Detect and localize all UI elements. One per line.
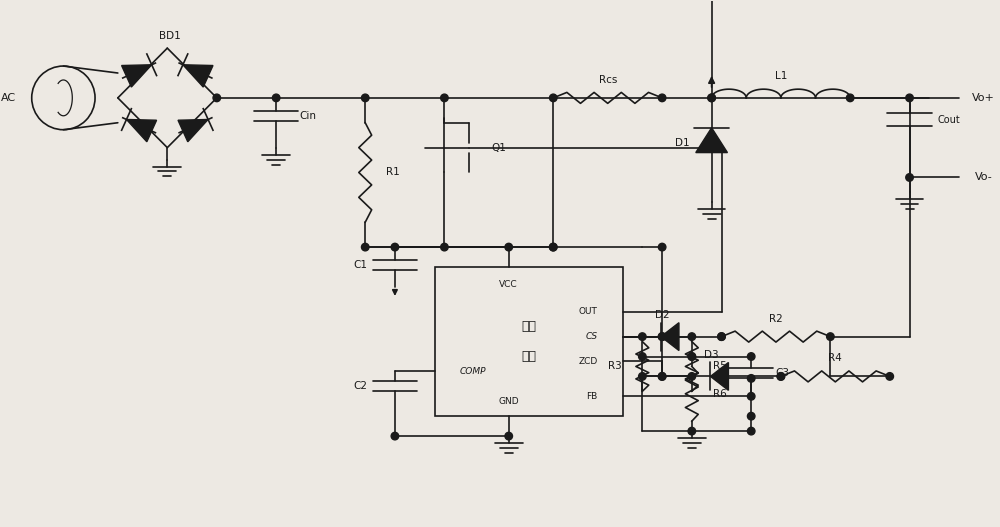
Circle shape (361, 94, 369, 102)
Circle shape (639, 353, 646, 360)
Circle shape (747, 375, 755, 382)
Circle shape (688, 353, 696, 360)
Text: Rcs: Rcs (599, 75, 617, 85)
Circle shape (708, 94, 715, 102)
Circle shape (639, 333, 646, 340)
Circle shape (747, 353, 755, 360)
Text: C3: C3 (776, 368, 790, 378)
Circle shape (747, 393, 755, 400)
Circle shape (658, 94, 666, 102)
Text: BD1: BD1 (159, 31, 181, 41)
Circle shape (505, 432, 512, 440)
Text: ZCD: ZCD (579, 357, 598, 366)
Text: AC: AC (1, 93, 17, 103)
Circle shape (441, 94, 448, 102)
Text: C2: C2 (353, 382, 367, 392)
Circle shape (886, 373, 894, 380)
Polygon shape (696, 128, 727, 153)
Text: COMP: COMP (459, 367, 486, 376)
Text: Vo+: Vo+ (972, 93, 995, 103)
Circle shape (688, 373, 696, 380)
Circle shape (658, 333, 666, 340)
Circle shape (550, 94, 557, 102)
Circle shape (441, 243, 448, 251)
Text: GND: GND (498, 397, 519, 406)
Circle shape (846, 94, 854, 102)
Text: R1: R1 (386, 168, 400, 178)
Text: OUT: OUT (579, 307, 598, 316)
Circle shape (361, 243, 369, 251)
Polygon shape (126, 120, 157, 142)
Text: R2: R2 (769, 314, 783, 324)
Circle shape (906, 174, 913, 181)
Circle shape (747, 427, 755, 435)
Circle shape (827, 333, 834, 340)
Circle shape (549, 243, 557, 251)
Polygon shape (661, 323, 679, 350)
Circle shape (708, 94, 715, 102)
Circle shape (505, 243, 512, 251)
Text: Cin: Cin (299, 111, 316, 121)
Text: CS: CS (586, 332, 598, 341)
Polygon shape (710, 363, 728, 391)
Text: FB: FB (587, 392, 598, 401)
Circle shape (718, 333, 725, 340)
Text: R4: R4 (828, 354, 842, 364)
Text: R6: R6 (713, 389, 726, 399)
Text: R3: R3 (608, 362, 621, 372)
Polygon shape (122, 65, 152, 87)
Circle shape (658, 243, 666, 251)
Circle shape (391, 243, 399, 251)
Text: D1: D1 (675, 138, 689, 148)
Text: VCC: VCC (499, 280, 518, 289)
Circle shape (213, 94, 221, 102)
Text: D2: D2 (655, 310, 669, 320)
Text: Cout: Cout (938, 115, 961, 125)
Circle shape (747, 413, 755, 420)
Circle shape (272, 94, 280, 102)
Text: C1: C1 (353, 260, 367, 270)
Text: Vo-: Vo- (975, 172, 993, 182)
Text: L1: L1 (775, 71, 787, 81)
Polygon shape (183, 65, 213, 87)
Circle shape (658, 373, 666, 380)
Circle shape (906, 94, 913, 102)
Circle shape (658, 333, 666, 340)
Polygon shape (178, 120, 208, 142)
Circle shape (688, 427, 696, 435)
Circle shape (718, 333, 725, 340)
Text: R5: R5 (713, 362, 726, 372)
Circle shape (777, 373, 785, 380)
Text: D3: D3 (704, 349, 719, 359)
Circle shape (639, 373, 646, 380)
Circle shape (658, 373, 666, 380)
Text: Q1: Q1 (491, 143, 506, 153)
Text: 控制: 控制 (521, 320, 536, 333)
Circle shape (688, 333, 696, 340)
Circle shape (550, 243, 557, 251)
Circle shape (391, 432, 399, 440)
Text: 电路: 电路 (521, 350, 536, 363)
Circle shape (777, 373, 785, 380)
Circle shape (688, 353, 696, 360)
